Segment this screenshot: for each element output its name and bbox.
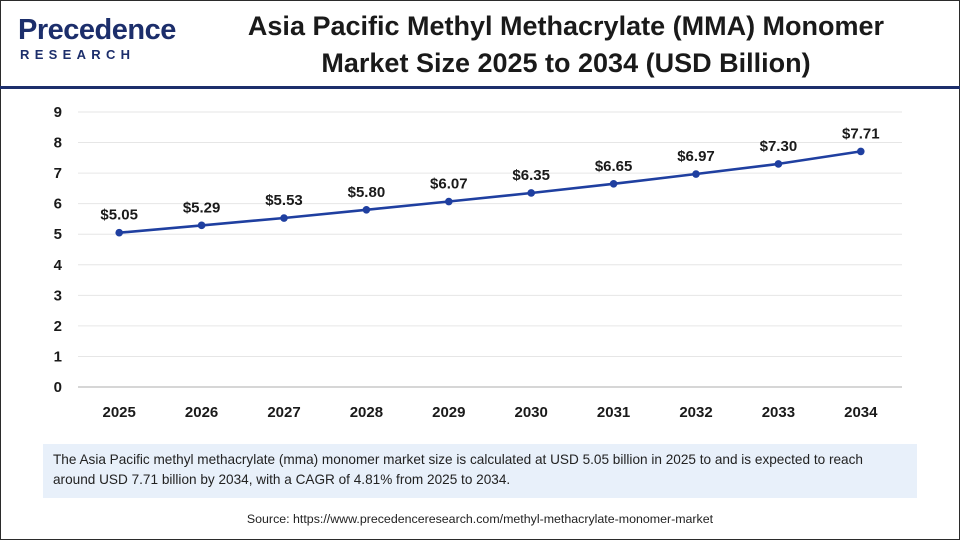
x-axis-ticks: 2025 2026 2027 2028 2029 2030 2031 2032 2033 2034 [103,404,879,421]
data-label-2025: $5.05 [100,207,138,224]
y-tick-label-1: 1 [54,348,62,365]
header-divider [0,86,960,89]
y-tick-label-0: 0 [54,379,62,396]
data-label-2028: $5.80 [348,184,386,201]
x-tick-label-2029: 2029 [432,404,465,421]
data-label-2026: $5.29 [183,199,221,216]
data-label-2031: $6.65 [595,158,633,175]
data-point-2033 [774,160,783,168]
brand-name: Precedence [18,14,176,46]
brand-logo: Precedence RESEARCH [18,14,176,68]
x-tick-label-2026: 2026 [185,404,218,421]
data-point-2028 [362,205,371,214]
series-line-0 [119,150,861,234]
data-point-2034 [857,147,865,156]
x-tick-label-2028: 2028 [350,404,383,421]
grid-lines [78,111,902,357]
data-label-2034: $7.71 [842,125,880,142]
data-label-2027: $5.53 [265,192,303,209]
y-tick-label-5: 5 [54,226,62,243]
data-point-2027 [280,214,288,222]
data-point-2026 [197,221,206,230]
x-tick-label-2030: 2030 [515,404,548,421]
chart-title-line-2: Market Size 2025 to 2034 (USD Billion) [321,48,811,78]
data-label-2033: $7.30 [760,138,798,155]
y-tick-label-4: 4 [54,257,63,274]
data-label-2032: $6.97 [677,148,715,165]
y-tick-label-3: 3 [54,287,62,304]
y-tick-label-2: 2 [54,318,62,335]
y-axis-ticks: 0 1 2 3 4 5 6 7 8 9 [54,104,63,396]
data-label-2029: $6.07 [430,176,468,193]
data-point-2025 [115,228,123,237]
summary-note: The Asia Pacific methyl methacrylate (mm… [43,444,917,498]
data-point-2032 [692,170,700,178]
y-tick-label-9: 9 [54,104,62,121]
data-label-2030: $6.35 [512,167,550,184]
chart-title: Asia Pacific Methyl Methacrylate (MMA) M… [196,8,936,82]
x-tick-label-2033: 2033 [762,404,795,421]
x-tick-label-2031: 2031 [597,404,630,421]
x-tick-label-2027: 2027 [267,404,300,421]
y-tick-label-7: 7 [54,165,62,182]
data-point-2029 [445,197,453,206]
source-text: Source: https://www.precedenceresearch.c… [246,512,714,526]
x-tick-label-2034: 2034 [844,404,878,421]
x-tick-label-2032: 2032 [679,404,712,421]
series-layer: $5.05 $5.29 $5.53 $5.80 $6.07 $6.35 $6.65 $6.97… [100,125,880,237]
data-point-2030 [527,189,535,197]
chart-title-line-1: Asia Pacific Methyl Methacrylate (MMA) M… [247,11,885,41]
x-tick-label-2025: 2025 [103,404,136,421]
y-tick-label-6: 6 [54,196,62,213]
y-tick-label-8: 8 [54,135,62,152]
data-point-2031 [609,180,618,188]
brand-subtitle: RESEARCH [20,47,136,62]
